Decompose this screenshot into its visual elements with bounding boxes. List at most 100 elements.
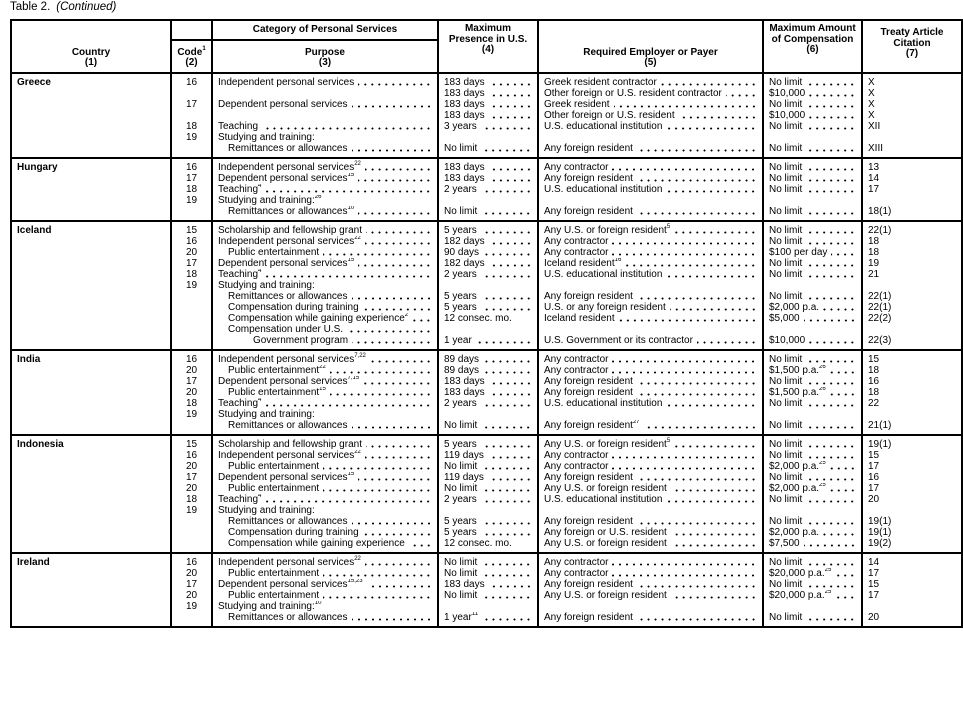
employer-text: Any U.S. or foreign resident (544, 589, 667, 601)
presence-content: 119 days (444, 472, 532, 483)
employer-content: U.S. Government or its contractor (544, 335, 757, 346)
citation-cell: 17 (861, 567, 963, 579)
citation-cell: X (861, 87, 963, 99)
purpose-text: Independent personal services22 (218, 555, 361, 568)
service-code: 20 (170, 482, 213, 494)
presence-text: 12 consec. mo. (444, 537, 512, 549)
table-row: 18 Teaching 3 years U.S. educational instit… (11, 120, 963, 132)
purpose-cell: Public entertainment (211, 246, 439, 258)
table-row: Remittances or allowances 5 years Any fore… (11, 515, 963, 527)
compensation-cell (762, 131, 863, 143)
header-purpose-num: (3) (318, 57, 332, 68)
presence-content: 182 days (444, 236, 532, 247)
dot-leader (488, 584, 532, 588)
employer-content: Any U.S. or foreign resident5 (544, 438, 757, 450)
purpose-content: Teaching4 (218, 398, 432, 409)
purpose-content: Government program (253, 335, 432, 346)
dot-leader (806, 167, 856, 171)
country-name: Greece (10, 72, 172, 158)
presence-content: 119 days (444, 450, 532, 461)
dot-leader (351, 521, 432, 525)
employer-text: Any contractor (544, 460, 609, 472)
country-group: Ireland 16 Independent personal services22… (10, 552, 963, 627)
citation-cell (861, 194, 963, 206)
presence-cell: 183 days (437, 375, 539, 387)
dot-leader (480, 499, 532, 503)
purpose-cell: Teaching4 (211, 183, 439, 195)
service-code (170, 323, 213, 335)
compensation-cell: No limit (762, 220, 863, 236)
citation-cell: XII (861, 120, 963, 132)
purpose-footnote: 22 (354, 235, 361, 241)
purpose-text: Compensation while gaining experience (228, 537, 405, 549)
compensation-text: $10,000 (769, 87, 806, 99)
citation-cell: 14 (861, 552, 963, 568)
compensation-cell: No limit (762, 157, 863, 173)
table-row: 183 days Other foreign or U.S. resident c… (11, 87, 963, 99)
citation-cell: 21(1) (861, 419, 963, 435)
dot-leader (806, 189, 856, 193)
employer-text: U.S. Government or its contractor (544, 334, 693, 346)
dot-leader (323, 573, 432, 577)
dot-leader (666, 403, 757, 407)
dot-leader (358, 211, 432, 215)
presence-content: 2 years (444, 269, 532, 280)
employer-cell: U.S. educational institution (537, 183, 764, 195)
presence-text: 183 days (444, 76, 485, 88)
header-presence: Maximum Presence in U.S. (4) (437, 19, 539, 74)
table-row: Compensation while gaining experience2 12… (11, 312, 963, 324)
country-group: Indonesia 15 Scholarship and fellowship gr… (10, 434, 963, 553)
purpose-content: Independent personal services22 (218, 161, 432, 173)
purpose-content: Independent personal services (218, 77, 432, 88)
presence-text: 2 years (444, 268, 477, 280)
purpose-footnote: 4 (258, 493, 262, 499)
citation-cell: 17 (861, 482, 963, 494)
presence-content: No limit (444, 590, 532, 601)
table-row: Remittances or allowances 1 year11 Any for… (11, 611, 963, 627)
dot-leader (480, 307, 532, 311)
compensation-footnote: 25 (824, 589, 832, 595)
header-country-label: Country (71, 46, 111, 58)
purpose-cell: Dependent personal services15 (211, 257, 439, 269)
purpose-text: Compensation under U.S. (228, 323, 344, 335)
presence-text: 183 days (444, 172, 485, 184)
dot-leader (670, 488, 757, 492)
employer-cell: U.S. educational institution (537, 493, 764, 505)
citation-cell: 21 (861, 268, 963, 280)
compensation-text: $10,000 (769, 109, 806, 121)
presence-content: No limit (444, 143, 532, 154)
purpose-text: Dependent personal services15,23 (218, 578, 363, 590)
presence-cell (437, 279, 539, 291)
purpose-footnote: 2 (404, 312, 409, 318)
presence-content: 1 year11 (444, 612, 532, 623)
citation-cell: 19(2) (861, 537, 963, 553)
compensation-cell: $100 per day (762, 246, 863, 258)
dot-leader (329, 392, 432, 396)
employer-text: U.S. educational institution (544, 268, 663, 280)
table-row: 17 Dependent personal services15 183 days A… (11, 172, 963, 184)
employer-content: Any foreign resident (544, 579, 757, 590)
dot-leader (636, 617, 757, 621)
presence-text: 89 days (444, 364, 480, 376)
dot-leader (806, 241, 856, 245)
dot-leader (636, 178, 757, 182)
employer-cell: Any foreign resident (537, 142, 764, 158)
caption-label: Table 2. (10, 1, 51, 13)
country-group: Greece 16 Independent personal services 183… (10, 72, 963, 158)
compensation-content: $2,000 p.a.25 (769, 483, 856, 494)
service-code (170, 301, 213, 313)
table-caption: Table 2. (Continued) (10, 1, 116, 13)
employer-text: Iceland resident16 (544, 257, 622, 269)
header-blank (170, 19, 213, 41)
purpose-cell: Teaching4 (211, 493, 439, 505)
employer-text: Any foreign resident (544, 515, 633, 527)
service-code (170, 290, 213, 302)
purpose-text: Scholarship and fellowship grant (218, 438, 362, 450)
purpose-content: Teaching4 (218, 494, 432, 505)
service-code (170, 109, 213, 121)
citation-cell: 15 (861, 449, 963, 461)
header-purpose: Purpose (3) (211, 38, 439, 74)
purpose-cell: Dependent personal services7,15 (211, 375, 439, 387)
compensation-cell: No limit (762, 172, 863, 184)
service-code: 19 (170, 194, 213, 206)
